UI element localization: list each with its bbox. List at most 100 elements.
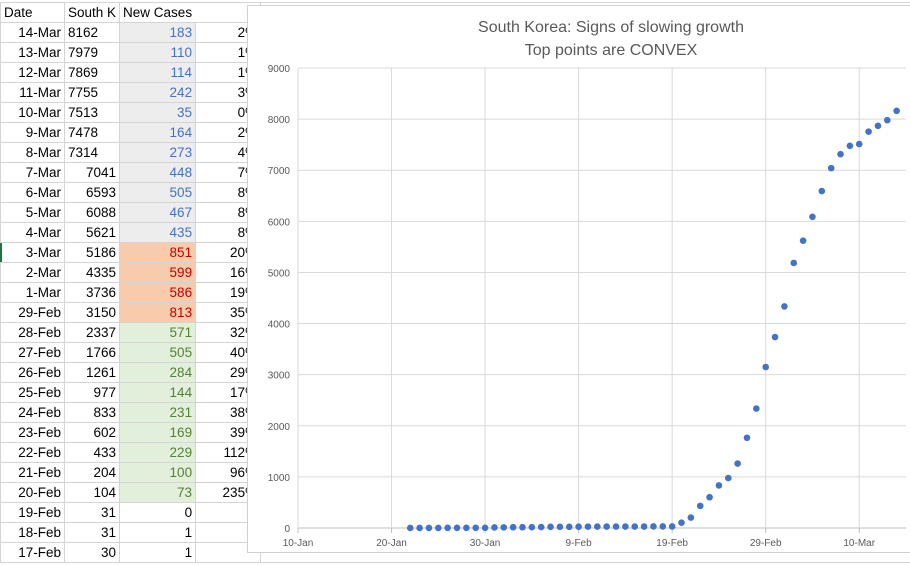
- total-cases-cell[interactable]: 5621: [63, 222, 121, 243]
- total-cases-cell[interactable]: 977: [63, 382, 121, 403]
- new-cases-cell[interactable]: 571: [119, 322, 197, 343]
- new-cases-cell[interactable]: 229: [119, 442, 197, 463]
- date-cell[interactable]: 19-Feb: [0, 502, 65, 523]
- date-cell[interactable]: 20-Feb: [0, 482, 65, 503]
- y-tick-label: 3000: [268, 371, 291, 382]
- total-cases-cell[interactable]: 602: [63, 422, 121, 443]
- total-cases-cell[interactable]: 7314: [63, 142, 121, 163]
- total-cases-cell[interactable]: 7755: [63, 82, 121, 103]
- new-cases-cell[interactable]: 505: [119, 342, 197, 363]
- data-point: [874, 122, 882, 130]
- total-cases-cell[interactable]: 204: [63, 462, 121, 483]
- new-cases-cell[interactable]: 273: [119, 142, 197, 163]
- new-cases-cell[interactable]: 599: [119, 262, 197, 283]
- total-cases-cell[interactable]: 7041: [63, 162, 121, 183]
- data-point: [650, 523, 657, 530]
- total-cases-cell[interactable]: 7979: [63, 42, 121, 63]
- date-cell[interactable]: 14-Mar: [0, 22, 65, 43]
- new-cases-cell[interactable]: 448: [119, 162, 197, 183]
- new-cases-cell[interactable]: 100: [119, 462, 197, 483]
- new-cases-cell[interactable]: 164: [119, 122, 197, 143]
- date-cell[interactable]: 11-Mar: [0, 82, 65, 103]
- total-cases-cell[interactable]: 6088: [63, 202, 121, 223]
- new-cases-cell[interactable]: 73: [119, 482, 197, 503]
- date-cell[interactable]: 18-Feb: [0, 522, 65, 543]
- date-cell[interactable]: 25-Feb: [0, 382, 65, 403]
- total-cases-cell[interactable]: 3736: [63, 282, 121, 303]
- total-cases-cell[interactable]: 2337: [63, 322, 121, 343]
- new-cases-cell[interactable]: 0: [119, 502, 197, 523]
- total-cases-cell[interactable]: 5186: [63, 242, 121, 263]
- total-cases-cell[interactable]: 7478: [63, 122, 121, 143]
- total-cases-cell[interactable]: 433: [63, 442, 121, 463]
- header-south-korea[interactable]: South K: [63, 2, 121, 23]
- new-cases-cell[interactable]: 586: [119, 282, 197, 303]
- date-cell[interactable]: 7-Mar: [0, 162, 65, 183]
- new-cases-cell[interactable]: 144: [119, 382, 197, 403]
- total-cases-cell[interactable]: 30: [63, 542, 121, 563]
- table-row: 25-Feb 977 144 17%: [0, 382, 262, 403]
- new-cases-cell[interactable]: 813: [119, 302, 197, 323]
- date-cell[interactable]: 28-Feb: [0, 322, 65, 343]
- date-cell[interactable]: 8-Mar: [0, 142, 65, 163]
- table-row: 27-Feb 1766 505 40%: [0, 342, 262, 363]
- new-cases-cell[interactable]: 242: [119, 82, 197, 103]
- new-cases-cell[interactable]: 467: [119, 202, 197, 223]
- date-cell[interactable]: 4-Mar: [0, 222, 65, 243]
- date-cell[interactable]: 29-Feb: [0, 302, 65, 323]
- new-cases-cell[interactable]: 1: [119, 542, 197, 563]
- date-cell[interactable]: 21-Feb: [0, 462, 65, 483]
- date-cell[interactable]: 12-Mar: [0, 62, 65, 83]
- total-cases-cell[interactable]: 104: [63, 482, 121, 503]
- date-cell[interactable]: 22-Feb: [0, 442, 65, 463]
- date-cell[interactable]: 10-Mar: [0, 102, 65, 123]
- data-point: [846, 142, 854, 150]
- y-tick-label: 4000: [268, 320, 291, 331]
- new-cases-cell[interactable]: 1: [119, 522, 197, 543]
- date-cell[interactable]: 3-Mar: [0, 242, 65, 263]
- date-cell[interactable]: 5-Mar: [0, 202, 65, 223]
- date-cell[interactable]: 27-Feb: [0, 342, 65, 363]
- table-row: 9-Mar74781642%: [0, 122, 262, 143]
- total-cases-cell[interactable]: 6593: [63, 182, 121, 203]
- date-cell[interactable]: 17-Feb: [0, 542, 65, 563]
- new-cases-cell[interactable]: 231: [119, 402, 197, 423]
- date-cell[interactable]: 24-Feb: [0, 402, 65, 423]
- header-new-cases[interactable]: New Cases: [119, 2, 196, 23]
- total-cases-cell[interactable]: 4335: [63, 262, 121, 283]
- total-cases-cell[interactable]: 8162: [63, 22, 121, 43]
- total-cases-cell[interactable]: 7513: [63, 102, 121, 123]
- new-cases-cell[interactable]: 284: [119, 362, 197, 383]
- header-date[interactable]: Date: [0, 2, 65, 23]
- date-cell[interactable]: 6-Mar: [0, 182, 65, 203]
- total-cases-cell[interactable]: 3150: [63, 302, 121, 323]
- date-cell[interactable]: 13-Mar: [0, 42, 65, 63]
- date-cell[interactable]: 1-Mar: [0, 282, 65, 303]
- date-cell[interactable]: 2-Mar: [0, 262, 65, 283]
- total-cases-cell[interactable]: 7869: [63, 62, 121, 83]
- table-row: 22-Feb 433 229 112%: [0, 442, 262, 463]
- date-cell[interactable]: 9-Mar: [0, 122, 65, 143]
- total-cases-cell[interactable]: 1766: [63, 342, 121, 363]
- table-row: 24-Feb 833 231 38%: [0, 402, 262, 423]
- table-row: 6-Mar65935058%: [0, 182, 262, 203]
- new-cases-cell[interactable]: 505: [119, 182, 197, 203]
- new-cases-cell[interactable]: 435: [119, 222, 197, 243]
- new-cases-cell[interactable]: 183: [119, 22, 197, 43]
- table-row: 2-Mar 4335 599 16%: [0, 262, 262, 283]
- data-point: [771, 333, 779, 341]
- total-cases-cell[interactable]: 31: [63, 502, 121, 523]
- total-cases-cell[interactable]: 1261: [63, 362, 121, 383]
- new-cases-cell[interactable]: 114: [119, 62, 197, 83]
- new-cases-cell[interactable]: 851: [119, 242, 197, 263]
- x-tick-label: 30-Jan: [470, 538, 501, 549]
- new-cases-cell[interactable]: 169: [119, 422, 197, 443]
- total-cases-cell[interactable]: 31: [63, 522, 121, 543]
- date-cell[interactable]: 23-Feb: [0, 422, 65, 443]
- total-cases-cell[interactable]: 833: [63, 402, 121, 423]
- data-point: [696, 502, 704, 510]
- scatter-chart[interactable]: South Korea: Signs of slowing growth Top…: [247, 5, 910, 553]
- new-cases-cell[interactable]: 35: [119, 102, 197, 123]
- date-cell[interactable]: 26-Feb: [0, 362, 65, 383]
- new-cases-cell[interactable]: 110: [119, 42, 197, 63]
